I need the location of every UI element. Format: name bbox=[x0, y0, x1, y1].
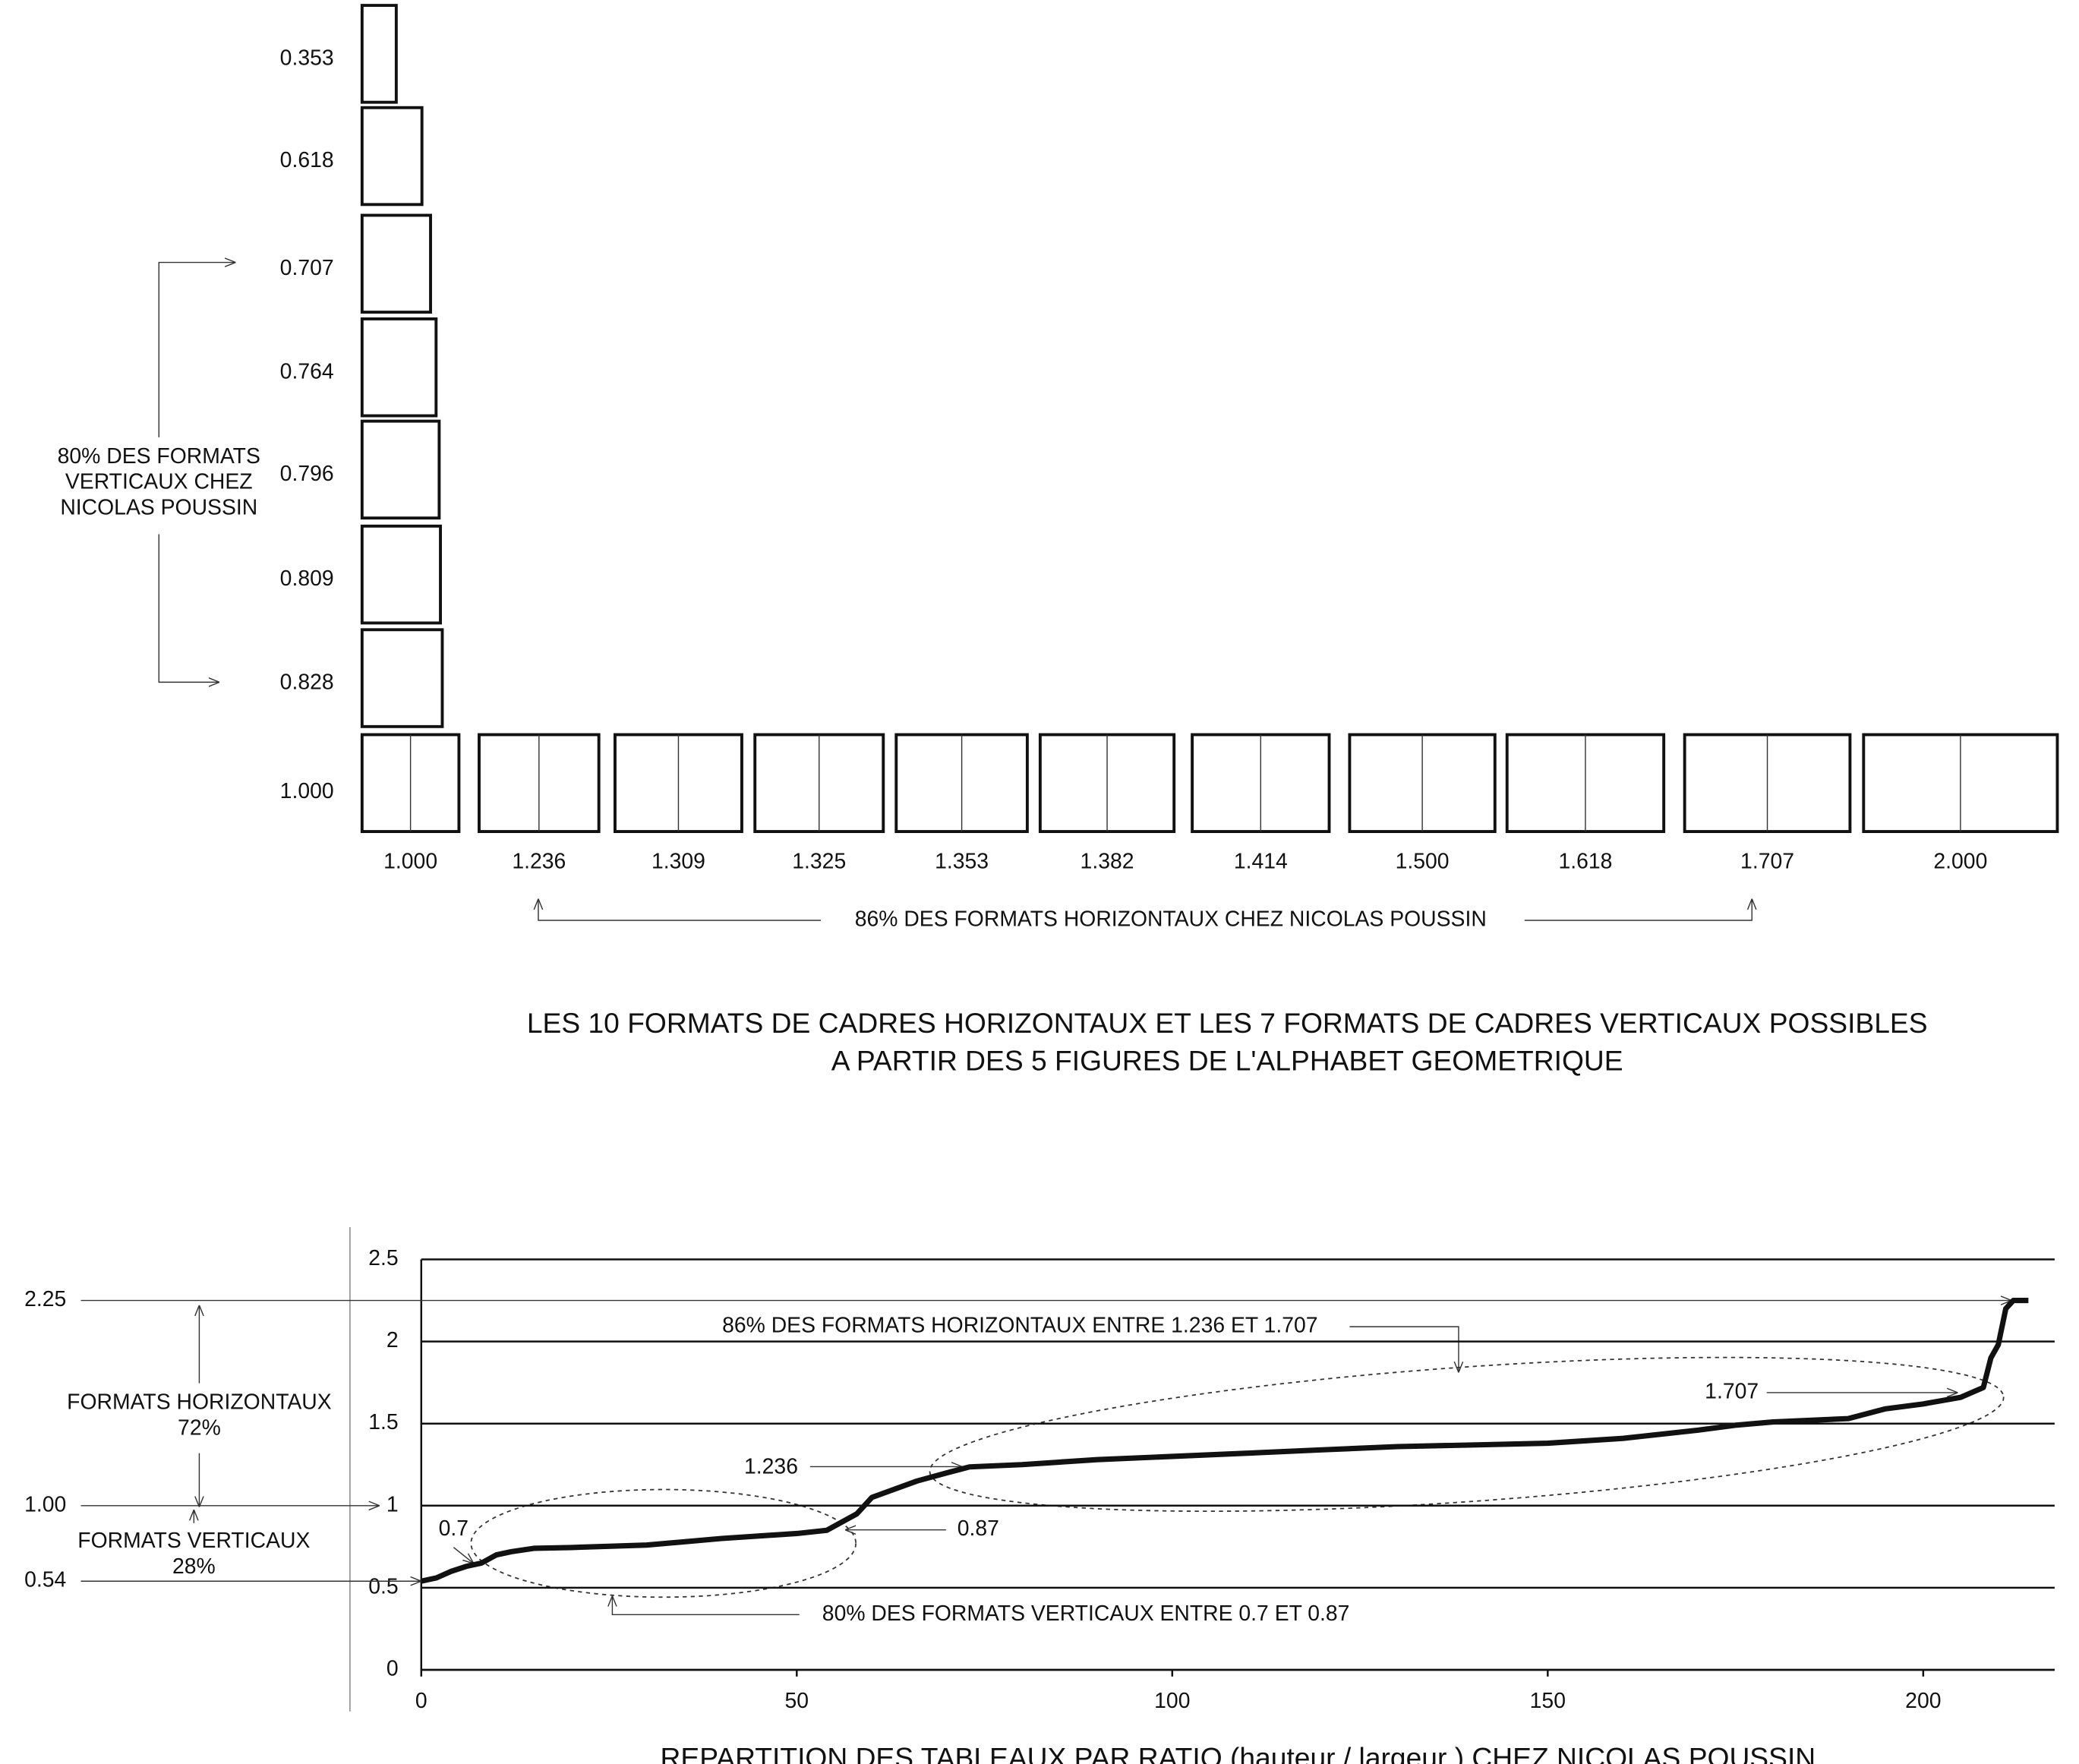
x-tick-label: 0 bbox=[415, 1689, 427, 1713]
format-label: 1.236 bbox=[512, 849, 566, 873]
arrow bbox=[1524, 898, 1752, 921]
annotation: FORMATS VERTICAUX bbox=[77, 1529, 310, 1553]
data-line bbox=[421, 1298, 2029, 1584]
y-tick-label: 0.5 bbox=[368, 1574, 398, 1598]
note-line: NICOLAS POUSSIN bbox=[60, 495, 257, 519]
format-label: 0.353 bbox=[280, 46, 334, 70]
arrow bbox=[1349, 1326, 1459, 1373]
annotation: 1.236 bbox=[744, 1455, 798, 1479]
format-label: 0.618 bbox=[280, 148, 334, 172]
annotation: 72% bbox=[178, 1415, 221, 1440]
y-tick-label: 0 bbox=[386, 1656, 399, 1680]
format-label: 0.809 bbox=[280, 566, 334, 591]
reference-label: 2.25 bbox=[24, 1287, 66, 1311]
vertical-frame bbox=[360, 4, 398, 104]
format-label: 0.796 bbox=[280, 462, 334, 486]
arrow bbox=[158, 534, 220, 682]
format-label: 1.500 bbox=[1396, 849, 1450, 873]
annotation: 1.707 bbox=[1705, 1379, 1759, 1403]
x-tick-label: 50 bbox=[785, 1689, 809, 1713]
horizontal-note: 86% DES FORMATS HORIZONTAUX CHEZ NICOLAS… bbox=[855, 907, 1487, 931]
vertical-frame bbox=[360, 106, 424, 207]
note-line: 80% DES FORMATS bbox=[58, 444, 260, 469]
ellipse bbox=[470, 1488, 857, 1598]
vertical-frame bbox=[360, 524, 442, 625]
vertical-frame bbox=[360, 419, 441, 520]
x-tick-label: 200 bbox=[1905, 1689, 1941, 1713]
vertical-frame bbox=[360, 213, 432, 314]
format-label: 1.000 bbox=[280, 779, 334, 803]
format-label: 1.309 bbox=[651, 849, 705, 873]
format-label: 1.707 bbox=[1740, 849, 1794, 873]
format-label: 1.618 bbox=[1558, 849, 1612, 873]
arrow bbox=[538, 898, 822, 921]
annotation: 28% bbox=[172, 1554, 216, 1579]
y-tick-label: 1.5 bbox=[368, 1410, 398, 1434]
annotation: FORMATS HORIZONTAUX bbox=[67, 1390, 332, 1415]
reference-label: 0.54 bbox=[24, 1568, 66, 1592]
format-label: 0.828 bbox=[280, 671, 334, 695]
chart-title: REPARTITION DES TABLEAUX PAR RATIO (haut… bbox=[661, 1742, 1816, 1764]
y-tick-label: 1 bbox=[386, 1492, 399, 1516]
annotation: 0.87 bbox=[957, 1516, 999, 1541]
vertical-frame bbox=[360, 317, 438, 418]
format-label: 1.382 bbox=[1081, 849, 1134, 873]
format-label: 1.325 bbox=[792, 849, 846, 873]
arrow bbox=[612, 1595, 800, 1616]
format-label: 1.000 bbox=[383, 849, 437, 873]
y-tick-label: 2 bbox=[386, 1328, 399, 1352]
format-label: 1.353 bbox=[935, 849, 989, 873]
x-tick-label: 100 bbox=[1154, 1689, 1190, 1713]
note-line: VERTICAUX CHEZ bbox=[65, 470, 253, 494]
x-tick-label: 150 bbox=[1530, 1689, 1566, 1713]
diagram-title: LES 10 FORMATS DE CADRES HORIZONTAUX ET … bbox=[527, 1007, 1928, 1039]
vertical-frame bbox=[360, 628, 444, 728]
diagram-title: A PARTIR DES 5 FIGURES DE L'ALPHABET GEO… bbox=[831, 1045, 1623, 1077]
format-label: 2.000 bbox=[1933, 849, 1987, 873]
vertical-note: 80% DES FORMATS VERTICAUX CHEZ NICOLAS P… bbox=[58, 263, 260, 683]
arrow bbox=[453, 1547, 474, 1564]
ellipse bbox=[929, 1356, 2005, 1513]
annotation: 80% DES FORMATS VERTICAUX ENTRE 0.7 ET 0… bbox=[822, 1601, 1350, 1626]
annotation: 0.7 bbox=[439, 1516, 468, 1541]
format-label: 1.414 bbox=[1234, 849, 1288, 873]
arrow bbox=[158, 263, 236, 437]
format-label: 0.764 bbox=[280, 359, 334, 383]
y-tick-label: 2.5 bbox=[368, 1246, 398, 1270]
format-label: 0.707 bbox=[280, 256, 334, 280]
reference-label: 1.00 bbox=[24, 1492, 66, 1516]
annotation: 86% DES FORMATS HORIZONTAUX ENTRE 1.236 … bbox=[722, 1314, 1317, 1338]
